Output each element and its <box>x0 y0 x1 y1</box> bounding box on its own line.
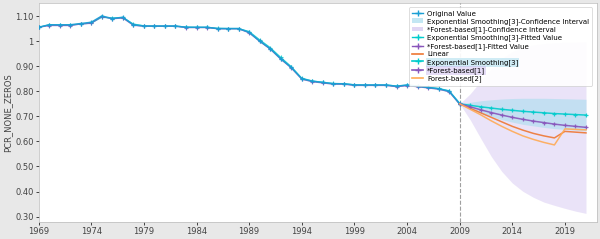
Legend: Original Value, Exponential Smoothing[3]-Confidence Interval, *Forest-based[1]-C: Original Value, Exponential Smoothing[3]… <box>409 7 592 86</box>
Y-axis label: PCR_NONE_ZEROS: PCR_NONE_ZEROS <box>4 73 13 152</box>
